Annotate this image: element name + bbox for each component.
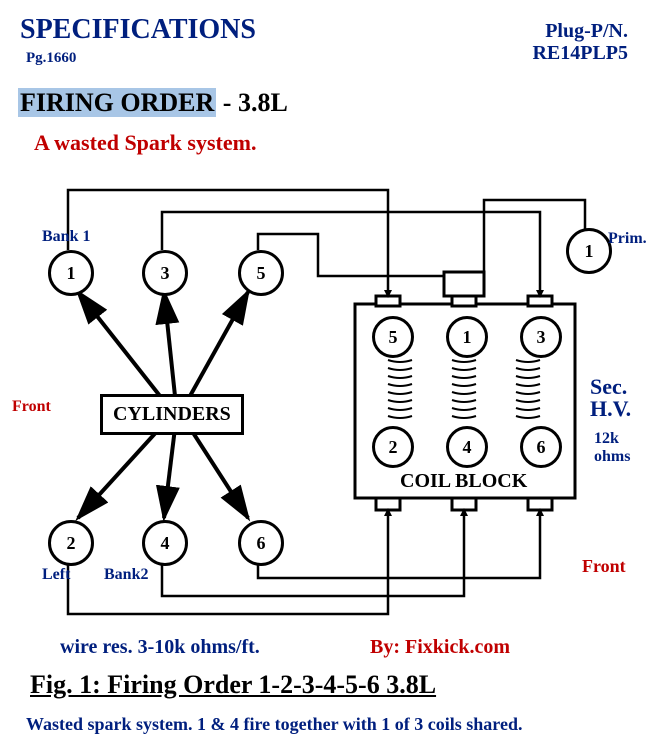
coil-term-5: 5: [372, 316, 414, 358]
cylinder-6: 6: [238, 520, 284, 566]
bank1-label: Bank 1: [42, 228, 90, 246]
cylinders-box: CYLINDERS: [100, 394, 244, 435]
cylinder-3: 3: [142, 250, 188, 296]
coil-term-6: 6: [520, 426, 562, 468]
byline: By: Fixkick.com: [370, 636, 510, 659]
cylinder-4: 4: [142, 520, 188, 566]
wire-res-note: wire res. 3-10k ohms/ft.: [60, 636, 260, 659]
front-right-label: Front: [582, 556, 626, 577]
cylinder-5: 5: [238, 250, 284, 296]
ohms-label: 12k ohms: [594, 430, 644, 466]
coil-term-3: 3: [520, 316, 562, 358]
cylinder-2: 2: [48, 520, 94, 566]
coil-block-label: COIL BLOCK: [400, 470, 527, 493]
cylinder-1: 1: [48, 250, 94, 296]
primary-terminal: 1: [566, 228, 612, 274]
coil-term-2: 2: [372, 426, 414, 468]
bank2-label: Bank2: [104, 566, 148, 584]
coil-term-4: 4: [446, 426, 488, 468]
coil-term-1: 1: [446, 316, 488, 358]
footer-note: Wasted spark system. 1 & 4 fire together…: [26, 714, 522, 735]
left-label: Left: [42, 566, 70, 584]
prim-label: Prim.: [608, 230, 647, 248]
sec-hv-label: Sec.H.V.: [590, 376, 631, 420]
front-left-label: Front: [12, 398, 51, 416]
figure-caption: Fig. 1: Firing Order 1-2-3-4-5-6 3.8L: [30, 670, 436, 700]
